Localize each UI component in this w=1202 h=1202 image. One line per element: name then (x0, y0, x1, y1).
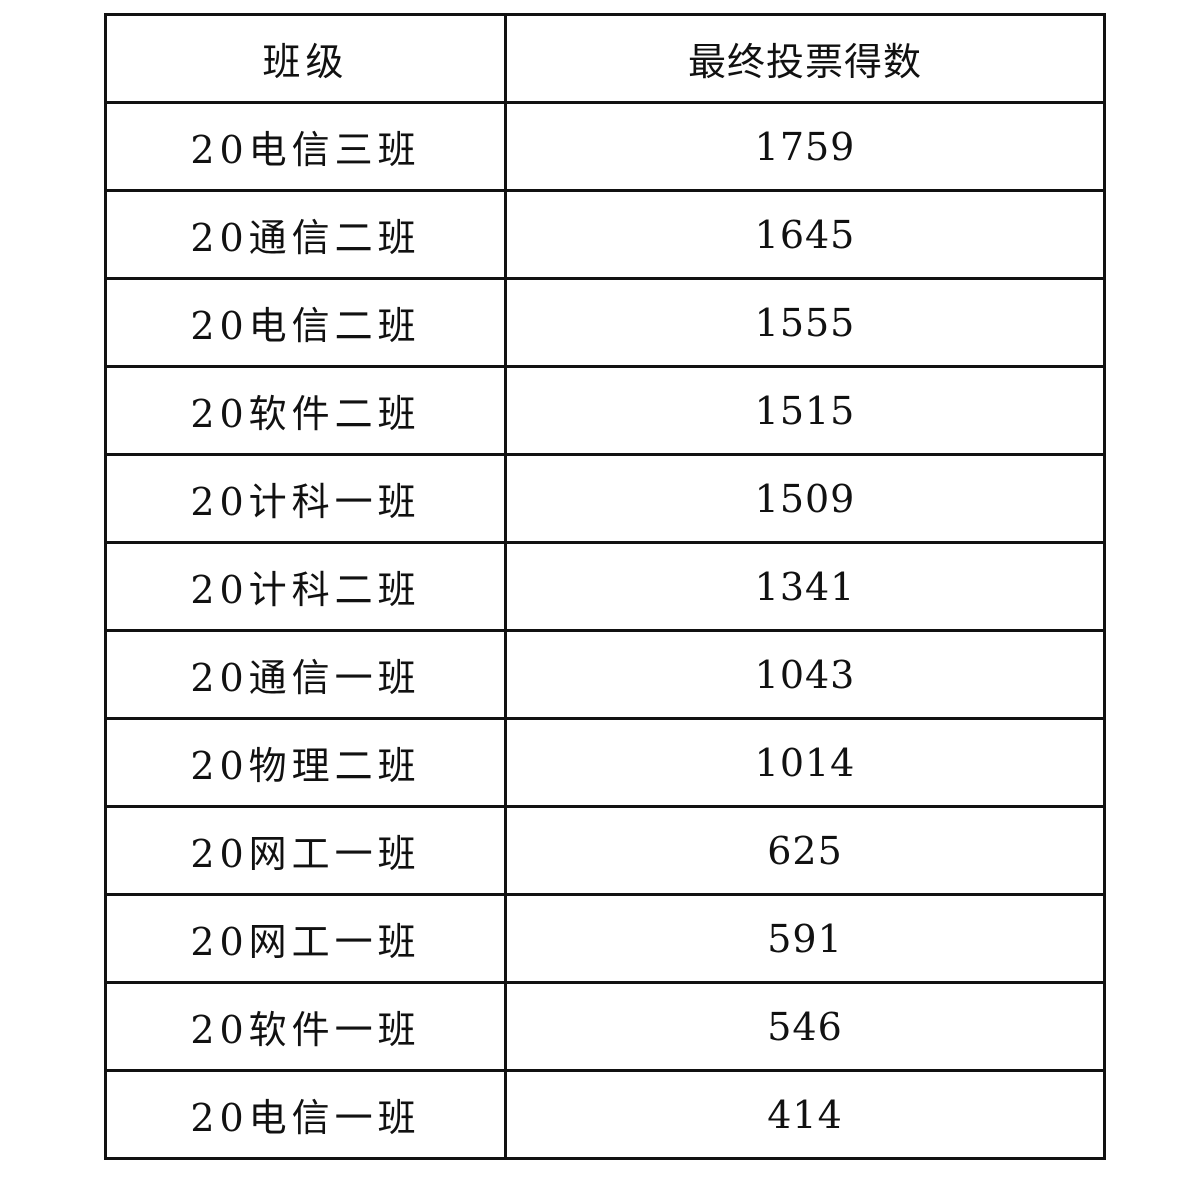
class-cell: 20电信二班 (104, 277, 507, 368)
votes-cell: 1515 (504, 365, 1106, 456)
votes-cell: 591 (504, 893, 1106, 984)
votes-cell: 1759 (504, 101, 1106, 192)
votes-cell: 1014 (504, 717, 1106, 808)
votes-cell: 1645 (504, 189, 1106, 280)
table-row: 20计科二班 1341 (104, 541, 1106, 632)
table-row: 20软件二班 1515 (104, 365, 1106, 456)
header-class: 班级 (104, 13, 507, 104)
class-cell: 20网工一班 (104, 893, 507, 984)
votes-cell: 1509 (504, 453, 1106, 544)
votes-cell: 1043 (504, 629, 1106, 720)
votes-cell: 1341 (504, 541, 1106, 632)
votes-cell: 546 (504, 981, 1106, 1072)
votes-cell: 414 (504, 1069, 1106, 1160)
header-row: 班级 最终投票得数 (104, 13, 1106, 104)
table-row: 20电信一班 414 (104, 1069, 1106, 1160)
class-cell: 20通信一班 (104, 629, 507, 720)
votes-cell: 1555 (504, 277, 1106, 368)
class-cell: 20物理二班 (104, 717, 507, 808)
class-cell: 20计科二班 (104, 541, 507, 632)
table-row: 20电信二班 1555 (104, 277, 1106, 368)
table-row: 20通信一班 1043 (104, 629, 1106, 720)
table-row: 20网工一班 591 (104, 893, 1106, 984)
table-row: 20计科一班 1509 (104, 453, 1106, 544)
table-row: 20电信三班 1759 (104, 101, 1106, 192)
class-cell: 20电信三班 (104, 101, 507, 192)
table-row: 20通信二班 1645 (104, 189, 1106, 280)
class-cell: 20电信一班 (104, 1069, 507, 1160)
class-cell: 20软件一班 (104, 981, 507, 1072)
class-cell: 20通信二班 (104, 189, 507, 280)
table-row: 20软件一班 546 (104, 981, 1106, 1072)
class-cell: 20软件二班 (104, 365, 507, 456)
vote-results-table: 班级 最终投票得数 20电信三班 1759 20通信二班 1645 20电信二班 1555… (104, 13, 1106, 1160)
class-cell: 20网工一班 (104, 805, 507, 896)
class-cell: 20计科一班 (104, 453, 507, 544)
table-row: 20网工一班 625 (104, 805, 1106, 896)
votes-cell: 625 (504, 805, 1106, 896)
header-votes: 最终投票得数 (504, 13, 1106, 104)
table-row: 20物理二班 1014 (104, 717, 1106, 808)
